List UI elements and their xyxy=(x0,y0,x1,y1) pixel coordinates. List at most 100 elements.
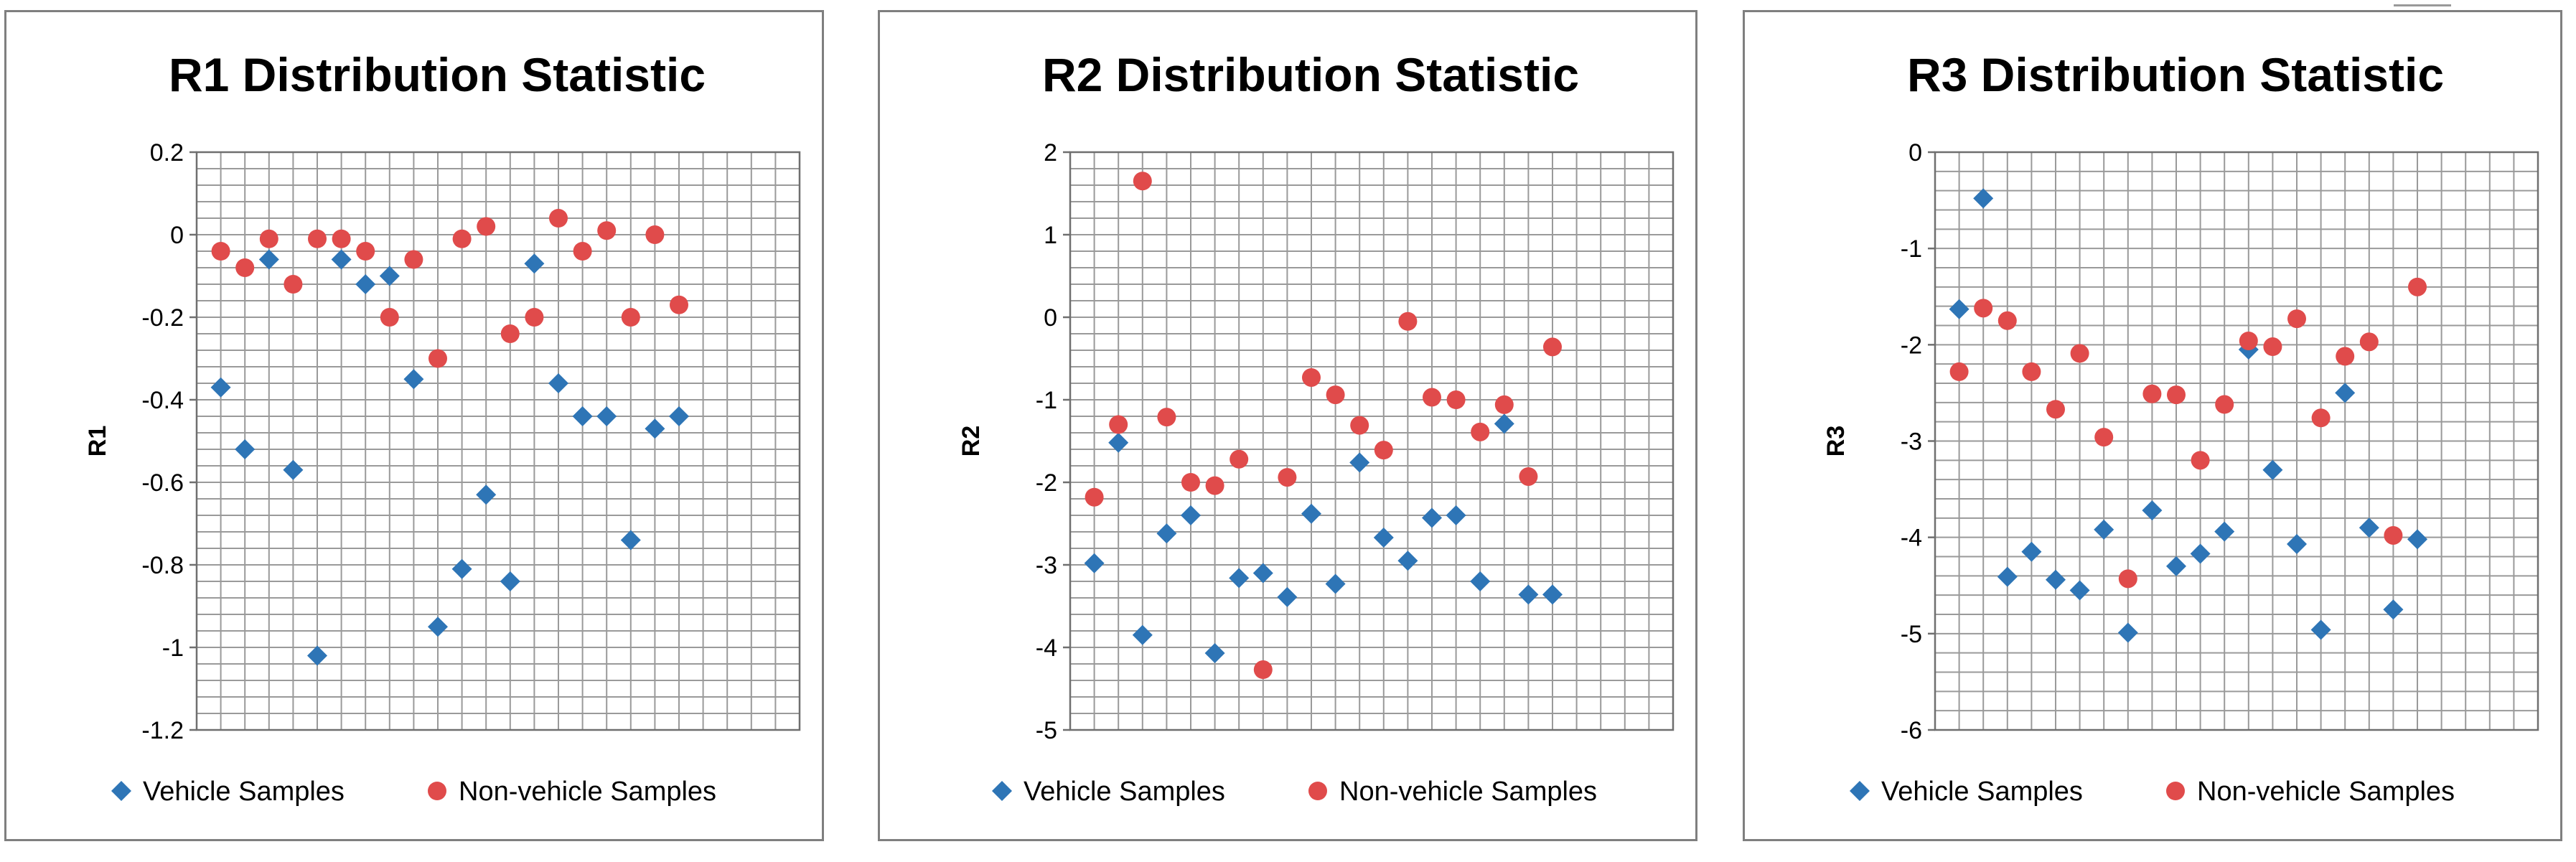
non-vehicle-point xyxy=(670,295,688,314)
vehicle-point xyxy=(1470,571,1491,591)
non-vehicle-point xyxy=(1085,487,1104,507)
vehicle-point xyxy=(645,418,665,439)
non-vehicle-point xyxy=(2022,362,2041,381)
non-vehicle-point xyxy=(500,324,520,343)
vehicle-point xyxy=(1277,586,1298,607)
non-vehicle-point xyxy=(525,308,544,327)
chart-panel-r3: R3 Distribution Statistic 0 -1 -2 -3 -4 -5 -6 R3… xyxy=(1743,10,2562,841)
non-vehicle-point xyxy=(1949,362,1969,381)
non-vehicle-point xyxy=(1423,388,1441,407)
vehicle-point xyxy=(1156,523,1177,544)
vehicle-point xyxy=(1084,553,1105,573)
vehicle-point xyxy=(451,558,472,579)
grid-lines xyxy=(196,151,800,731)
non-vehicle-point xyxy=(1374,441,1393,460)
non-vehicle-point xyxy=(2263,337,2282,357)
non-vehicle-point xyxy=(2239,331,2258,350)
y-tick-label: 0 xyxy=(1044,304,1057,332)
vehicle-point xyxy=(2166,556,2186,576)
non-vehicle-point xyxy=(2287,309,2306,329)
non-vehicle-point xyxy=(235,258,255,277)
non-vehicle-point xyxy=(2336,347,2355,366)
non-vehicle-point xyxy=(2167,385,2186,405)
y-axis-label: R3 xyxy=(1822,426,1850,456)
vehicle-point xyxy=(2190,543,2211,564)
chart-title: R1 Distribution Statistic xyxy=(169,48,706,101)
vehicle-point xyxy=(1518,584,1539,605)
non-vehicle-point xyxy=(1326,385,1345,405)
non-vehicle-point xyxy=(1205,476,1224,495)
non-vehicle-point xyxy=(308,229,327,248)
non-vehicle-point xyxy=(1494,395,1514,414)
vehicle-point xyxy=(1132,624,1153,645)
non-vehicle-point xyxy=(1253,660,1273,680)
vehicle-point xyxy=(1108,432,1129,453)
y-tick-label: -4 xyxy=(1901,525,1922,552)
vehicle-point xyxy=(572,406,593,426)
vehicle-point xyxy=(1542,584,1563,605)
vehicle-point xyxy=(2117,622,2138,643)
y-tick-label: 0 xyxy=(1908,139,1922,167)
y-tick-label: -6 xyxy=(1901,717,1922,744)
y-tick-label: 1 xyxy=(1044,222,1057,249)
vehicle-point xyxy=(1997,566,2018,587)
non-vehicle-point xyxy=(2311,408,2331,428)
vehicle-point xyxy=(1252,563,1273,584)
vehicle-point xyxy=(548,373,568,393)
non-vehicle-point xyxy=(1278,468,1297,487)
vehicle-point xyxy=(2335,383,2356,403)
vehicle-point xyxy=(2262,459,2283,480)
vehicle-point xyxy=(1325,573,1346,594)
non-vehicle-point xyxy=(356,242,375,261)
vehicle-point xyxy=(1494,413,1514,434)
y-tick-label: -3 xyxy=(1036,552,1057,579)
vehicle-point xyxy=(403,369,424,390)
y-tick-label: -2 xyxy=(1036,469,1057,497)
non-vehicle-point xyxy=(2215,395,2234,414)
non-vehicle-point xyxy=(1133,172,1152,191)
non-vehicle-point xyxy=(1350,416,1369,435)
vehicle-point xyxy=(1422,507,1442,528)
y-tick-label: -1 xyxy=(162,634,184,662)
legend-circle-icon xyxy=(1308,782,1327,800)
grid-lines xyxy=(1934,151,2539,731)
non-vehicle-point xyxy=(284,275,303,294)
series-vehicle xyxy=(1084,413,1563,664)
chart-svg-r2: R2 Distribution Statistic 2 1 0 -1 -2 -3 -4 -5 R2… xyxy=(957,48,1675,807)
vehicle-point xyxy=(331,249,352,270)
vehicle-point xyxy=(1373,528,1394,548)
vehicle-point xyxy=(1949,299,1970,319)
legend-diamond-icon xyxy=(111,781,131,801)
non-vehicle-point xyxy=(1519,467,1538,486)
vehicle-point xyxy=(428,617,448,637)
legend-circle-icon xyxy=(2166,782,2185,800)
vehicle-point xyxy=(2142,500,2163,521)
non-vehicle-point xyxy=(1543,337,1562,357)
y-tick-label: -0.2 xyxy=(141,304,184,332)
non-vehicle-point xyxy=(477,217,496,236)
series-non-vehicle xyxy=(1085,172,1562,680)
non-vehicle-point xyxy=(573,242,592,261)
non-vehicle-point xyxy=(2191,451,2210,470)
vehicle-point xyxy=(500,571,520,591)
non-vehicle-point xyxy=(211,242,230,261)
grid-lines xyxy=(1069,151,1674,731)
legend-label-non-vehicle: Non-vehicle Samples xyxy=(2197,777,2455,807)
chart-svg-r1: R1 Distribution Statistic 0.2 0 -0.2 -0.4 -0.… xyxy=(84,48,801,807)
vehicle-point xyxy=(307,645,327,666)
y-tick-label: -5 xyxy=(1901,621,1922,648)
vehicle-point xyxy=(2046,569,2066,590)
vehicle-point xyxy=(379,266,400,286)
chart-panel-r1: R1 Distribution Statistic 0.2 0 -0.2 -0.4 -0.… xyxy=(4,10,824,841)
y-tick-label: -1 xyxy=(1036,387,1057,414)
non-vehicle-point xyxy=(380,308,399,327)
legend-label-non-vehicle: Non-vehicle Samples xyxy=(459,777,716,807)
non-vehicle-point xyxy=(259,229,278,248)
non-vehicle-point xyxy=(621,308,640,327)
non-vehicle-point xyxy=(1302,367,1321,387)
non-vehicle-point xyxy=(645,225,665,244)
legend-circle-icon xyxy=(428,782,446,800)
y-tick-label: -5 xyxy=(1036,717,1057,744)
series-non-vehicle xyxy=(211,209,688,368)
vehicle-point xyxy=(283,459,304,480)
